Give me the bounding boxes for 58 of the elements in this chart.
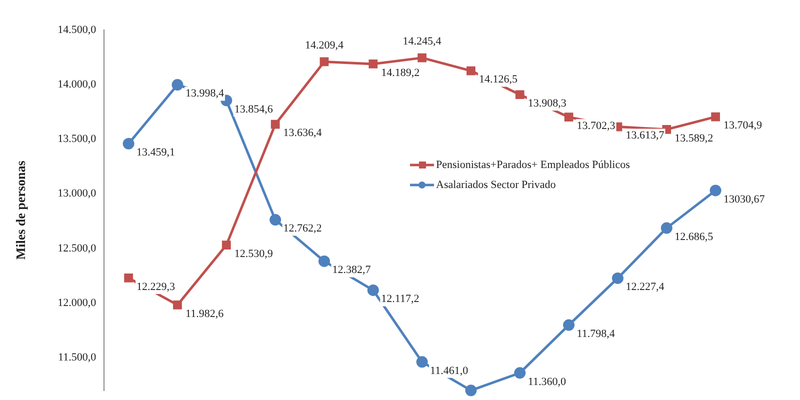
point bbox=[466, 66, 476, 76]
point bbox=[564, 112, 574, 122]
y-tick-label: 11.500,0 bbox=[58, 352, 97, 364]
point bbox=[563, 319, 575, 331]
data-label: 14.209,4 bbox=[304, 40, 344, 52]
point bbox=[710, 184, 722, 196]
point bbox=[173, 300, 182, 310]
point bbox=[318, 255, 330, 267]
point bbox=[660, 222, 672, 234]
data-label: 12.762,2 bbox=[283, 222, 322, 235]
data-label: 13.459,1 bbox=[136, 146, 176, 159]
point bbox=[270, 214, 282, 226]
data-label: 13.613,7 bbox=[626, 130, 665, 142]
data-label: 12.382,7 bbox=[332, 264, 372, 276]
point bbox=[368, 60, 378, 68]
y-tick-label: 12.500,0 bbox=[58, 242, 97, 254]
y-tick-label: 13.500,0 bbox=[58, 133, 97, 146]
data-label: 11.461,0 bbox=[430, 364, 469, 377]
data-label: 13030,67 bbox=[724, 193, 766, 206]
y-axis-title: Miles de personas bbox=[13, 160, 28, 260]
data-label: 12.530,9 bbox=[234, 248, 274, 260]
data-label: 11.982,6 bbox=[185, 308, 224, 320]
data-label: 12.686,5 bbox=[674, 230, 714, 243]
data-label: 12.229,3 bbox=[136, 280, 176, 293]
point bbox=[367, 284, 379, 296]
data-label: 13.998,4 bbox=[185, 88, 224, 100]
point bbox=[711, 112, 720, 122]
data-label: 13.702,3 bbox=[576, 120, 616, 132]
legend-label: Pensionistas+Parados+ Empleados Públicos bbox=[436, 158, 630, 171]
data-label: 12.227,4 bbox=[626, 281, 665, 294]
point bbox=[416, 356, 428, 368]
point bbox=[514, 367, 526, 379]
data-label: 14.245,4 bbox=[402, 36, 442, 48]
data-label: 11.360,0 bbox=[528, 376, 566, 388]
data-label: 13.589,2 bbox=[674, 132, 714, 144]
point bbox=[172, 79, 184, 91]
data-label: 14.126,5 bbox=[478, 74, 518, 86]
data-label: 12.117,2 bbox=[381, 293, 420, 306]
y-tick-label: 14.500,0 bbox=[58, 24, 97, 36]
y-tick-label: 12.000,0 bbox=[58, 296, 97, 309]
point bbox=[515, 90, 524, 100]
data-label: 13.704,9 bbox=[724, 120, 763, 132]
data-label: 11.798,4 bbox=[576, 328, 616, 340]
point bbox=[270, 120, 280, 129]
point bbox=[465, 384, 477, 396]
data-label: 14.189,2 bbox=[381, 66, 420, 79]
data-label: 13.636,4 bbox=[283, 127, 322, 140]
point bbox=[320, 57, 329, 66]
y-tick-label: 13.000,0 bbox=[58, 188, 97, 200]
point bbox=[612, 272, 624, 284]
data-label: 13.854,6 bbox=[234, 103, 274, 116]
y-tick-label: 14.000,0 bbox=[58, 78, 97, 90]
point bbox=[418, 53, 426, 62]
legend-label: Asalariados Sector Privado bbox=[436, 178, 556, 191]
point bbox=[122, 138, 134, 150]
point bbox=[222, 240, 231, 250]
data-label: 13.908,3 bbox=[528, 98, 567, 110]
point bbox=[124, 274, 133, 282]
